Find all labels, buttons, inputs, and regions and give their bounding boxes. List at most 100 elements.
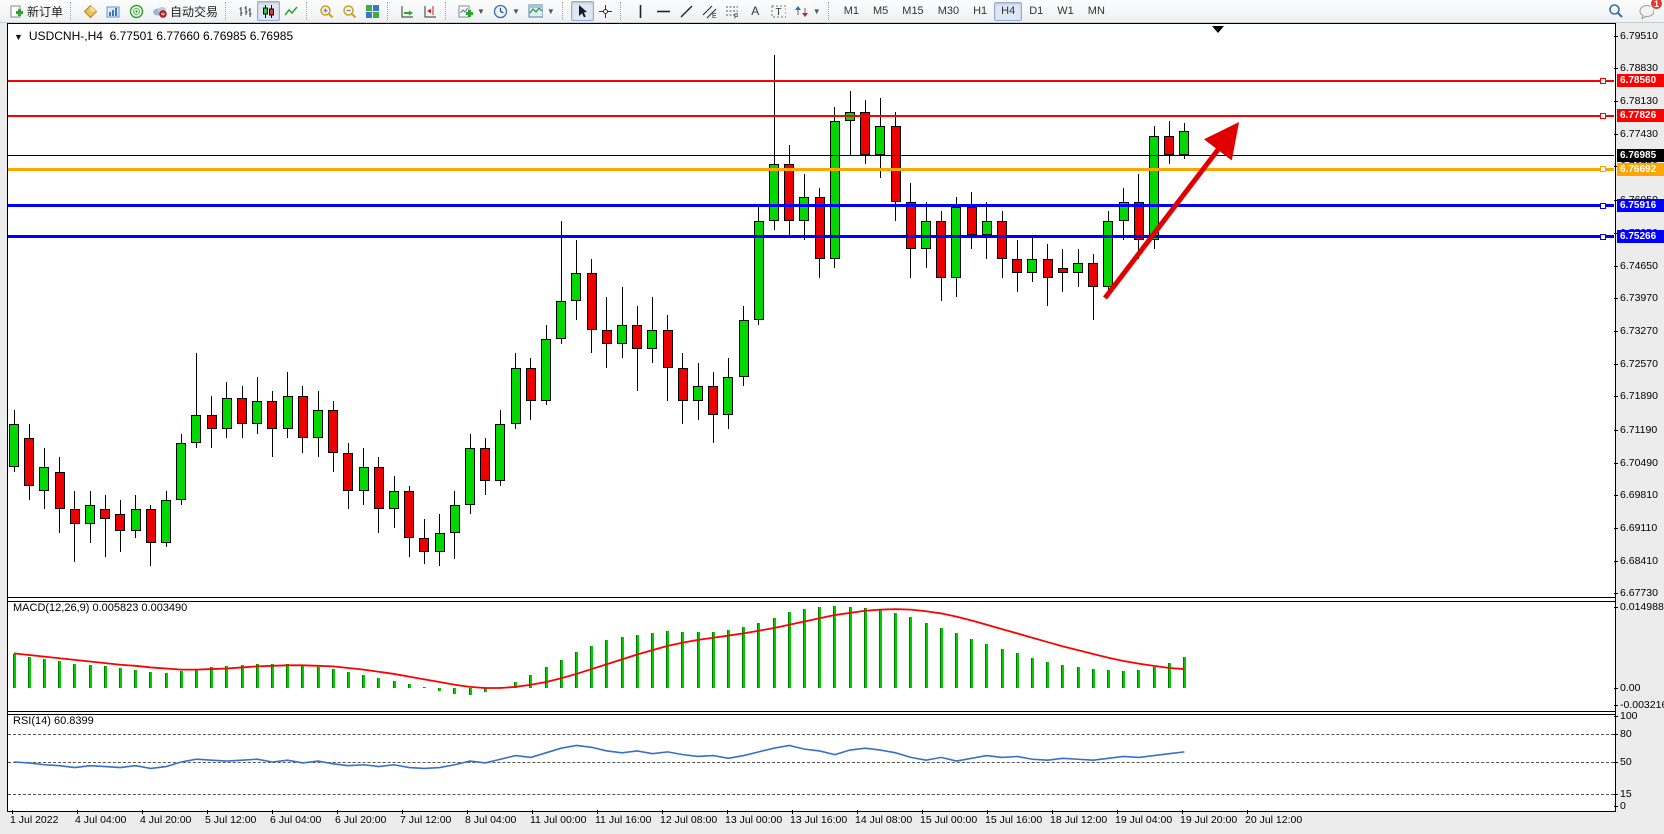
chart-shift-marker-icon[interactable]	[1212, 26, 1224, 33]
templates-button[interactable]: ▼	[524, 1, 559, 21]
autoscroll-icon	[400, 4, 415, 19]
price-axis-tick	[1614, 297, 1618, 299]
timeframe-h4-button[interactable]: H4	[994, 1, 1023, 21]
channel-tool-button[interactable]: E	[698, 1, 721, 21]
svg-text:F: F	[734, 13, 738, 19]
horizontal-line-tool-button[interactable]	[652, 1, 675, 21]
crosshair-button[interactable]	[594, 1, 617, 21]
macd-histogram-bar	[818, 606, 822, 688]
price-line-handle[interactable]	[1600, 233, 1606, 240]
macd-histogram-bar	[270, 663, 274, 688]
macd-histogram-bar	[574, 652, 578, 688]
price-level-line[interactable]	[8, 235, 1614, 239]
timeframe-w1-button[interactable]: W1	[1057, 5, 1074, 17]
price-line-handle[interactable]	[1600, 112, 1606, 119]
zoom-in-button[interactable]	[315, 1, 338, 21]
fibonacci-tool-button[interactable]: F	[721, 1, 744, 21]
timeframe-m5-button[interactable]: M5	[873, 5, 889, 17]
new-order-button[interactable]: 新订单	[5, 1, 67, 21]
macd-histogram-bar	[453, 687, 457, 694]
price-line-handle[interactable]	[1600, 166, 1606, 173]
candle-body	[328, 410, 339, 453]
candle-body	[601, 329, 612, 344]
price-level-line[interactable]	[8, 114, 1614, 117]
candle-body	[647, 329, 658, 349]
periods-button[interactable]: ▼	[489, 1, 524, 21]
arrows-tool-button[interactable]: ▼	[790, 1, 825, 21]
price-level-badge: 6.76692	[1617, 162, 1664, 176]
notifications-button[interactable]: 1	[1635, 0, 1663, 21]
price-level-line[interactable]	[8, 79, 1614, 82]
macd-histogram-bar	[134, 669, 138, 688]
candle-body	[39, 466, 50, 491]
pane-separator[interactable]	[7, 597, 1616, 598]
candle-body	[434, 533, 445, 553]
candle-body	[24, 438, 35, 486]
timeframe-m1-button[interactable]: M1	[843, 5, 859, 17]
candle-body	[921, 220, 931, 250]
price-axis-tick-label: 6.78830	[1620, 62, 1658, 74]
candle-body	[85, 504, 95, 524]
macd-axis-tick-label: -0.003216	[1620, 699, 1664, 712]
macd-axis-tick-label: 0.014988	[1620, 601, 1664, 613]
timeframe-mn-button[interactable]: MN	[1087, 5, 1105, 17]
horizontal-line-icon	[656, 4, 671, 19]
autotrade-button[interactable]: 自动交易	[148, 1, 222, 21]
price-level-line[interactable]	[8, 167, 1614, 171]
autoscroll-button[interactable]	[396, 1, 419, 21]
price-level-line[interactable]	[8, 204, 1614, 208]
candle-body	[784, 164, 795, 221]
candle-body	[1073, 263, 1083, 273]
candlestick-type-button[interactable]	[257, 1, 281, 21]
candle-body	[936, 220, 947, 278]
symbol-dropdown-icon[interactable]: ▼	[14, 32, 23, 42]
time-axis-tick	[1182, 810, 1183, 814]
price-line-handle[interactable]	[1600, 77, 1606, 84]
macd-histogram-bar	[42, 658, 46, 688]
time-axis-tick	[402, 810, 403, 814]
macd-histogram-bar	[438, 687, 442, 692]
line-chart-type-button[interactable]	[280, 1, 303, 21]
time-axis-tick	[467, 810, 468, 814]
price-level-badge: 6.76985	[1617, 148, 1664, 162]
timeframe-d1-button[interactable]: D1	[1029, 5, 1044, 17]
chart-canvas[interactable]	[7, 23, 1616, 812]
macd-histogram-bar	[970, 638, 974, 688]
market-button[interactable]	[79, 1, 102, 21]
macd-axis-tick	[1614, 607, 1618, 608]
time-axis-tick	[77, 810, 78, 814]
text-tool-button[interactable]: A	[744, 1, 767, 21]
macd-histogram-bar	[1076, 667, 1080, 688]
price-level-line[interactable]	[8, 154, 1614, 156]
price-level-badge: 6.75916	[1617, 199, 1664, 213]
zoom-out-button[interactable]	[338, 1, 361, 21]
macd-histogram-bar	[1015, 653, 1019, 688]
candle-body	[1088, 263, 1099, 288]
signals-button[interactable]	[125, 1, 148, 21]
trendline-tool-button[interactable]	[675, 1, 698, 21]
charts-button[interactable]	[102, 1, 125, 21]
search-button[interactable]	[1604, 1, 1627, 21]
chart-bars-icon	[106, 4, 121, 19]
price-line-handle[interactable]	[1600, 202, 1606, 209]
candle-body	[297, 395, 308, 439]
text-label-tool-button[interactable]: T	[767, 1, 790, 21]
cursor-button[interactable]	[570, 1, 594, 21]
pane-separator[interactable]	[7, 711, 1616, 712]
dropdown-caret-icon: ▼	[812, 6, 821, 16]
time-axis-tick	[1117, 810, 1118, 814]
time-axis-tick-label: 15 Jul 16:00	[985, 814, 1043, 826]
timeframe-m30-button[interactable]: M30	[937, 5, 960, 17]
price-axis-tick	[1614, 68, 1618, 69]
candle-body	[252, 400, 263, 425]
template-icon	[528, 4, 543, 19]
timeframe-m15-button[interactable]: M15	[902, 5, 924, 17]
candle-body	[556, 301, 567, 340]
chart-shift-button[interactable]	[419, 1, 442, 21]
vertical-line-tool-button[interactable]	[629, 1, 652, 21]
dropdown-caret-icon: ▼	[546, 6, 555, 16]
add-indicator-button[interactable]: ▼	[454, 1, 489, 21]
timeframe-h1-button[interactable]: H1	[973, 5, 988, 17]
bar-chart-type-button[interactable]	[234, 1, 257, 21]
tile-windows-button[interactable]	[361, 1, 384, 21]
